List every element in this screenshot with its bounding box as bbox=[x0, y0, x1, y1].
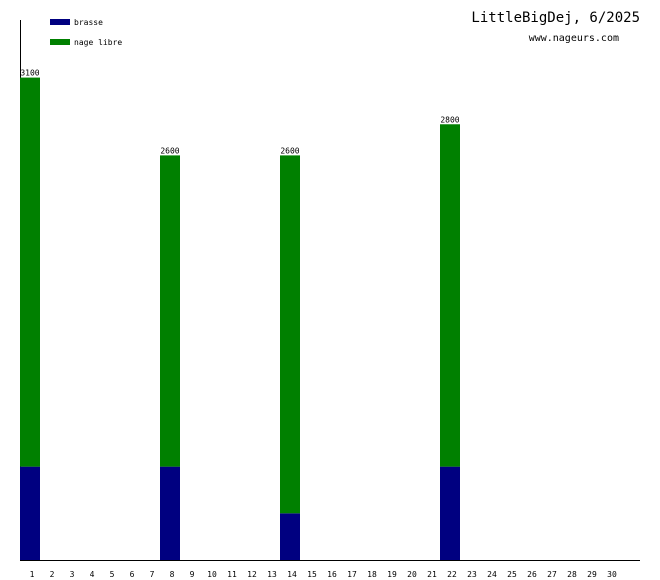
x-tick-label: 19 bbox=[387, 570, 397, 579]
x-tick-label: 22 bbox=[447, 570, 457, 579]
x-tick-label: 10 bbox=[207, 570, 217, 579]
x-tick-label: 29 bbox=[587, 570, 597, 579]
x-tick-label: 3 bbox=[70, 570, 75, 579]
x-tick-label: 9 bbox=[190, 570, 195, 579]
bar-segment bbox=[20, 466, 40, 560]
x-tick-label: 21 bbox=[427, 570, 437, 579]
chart-title: LittleBigDej, 6/2025 bbox=[471, 10, 640, 26]
legend-swatch bbox=[50, 39, 70, 45]
legend-swatch bbox=[50, 19, 70, 25]
x-tick-label: 18 bbox=[367, 570, 377, 579]
x-tick-label: 6 bbox=[130, 570, 135, 579]
x-tick-label: 17 bbox=[347, 570, 357, 579]
chart-subtitle: www.nageurs.com bbox=[529, 33, 619, 44]
x-tick-label: 5 bbox=[110, 570, 115, 579]
x-tick-label: 24 bbox=[487, 570, 497, 579]
bar-segment bbox=[20, 77, 40, 467]
legend-label: nage libre bbox=[74, 38, 122, 47]
bar-segment bbox=[160, 466, 180, 560]
bar-segment bbox=[440, 466, 460, 560]
x-tick-label: 26 bbox=[527, 570, 537, 579]
bar-segment bbox=[280, 155, 300, 514]
x-tick-label: 4 bbox=[90, 570, 95, 579]
total-label: 2600 bbox=[160, 146, 179, 155]
x-tick-label: 28 bbox=[567, 570, 577, 579]
x-tick-label: 11 bbox=[227, 570, 237, 579]
x-tick-label: 1 bbox=[30, 570, 35, 579]
x-tick-label: 25 bbox=[507, 570, 517, 579]
x-tick-label: 13 bbox=[267, 570, 277, 579]
x-tick-label: 16 bbox=[327, 570, 337, 579]
total-label: 2800 bbox=[440, 115, 459, 124]
bar-segment bbox=[440, 124, 460, 467]
bar-segment bbox=[160, 155, 180, 467]
total-label: 3100 bbox=[20, 69, 39, 78]
legend-label: brasse bbox=[74, 18, 103, 27]
x-tick-label: 14 bbox=[287, 570, 297, 579]
x-tick-label: 8 bbox=[170, 570, 175, 579]
bar-segment bbox=[280, 513, 300, 560]
x-tick-label: 20 bbox=[407, 570, 417, 579]
x-tick-label: 2 bbox=[50, 570, 55, 579]
x-tick-label: 27 bbox=[547, 570, 557, 579]
x-tick-label: 7 bbox=[150, 570, 155, 579]
x-tick-label: 23 bbox=[467, 570, 477, 579]
x-tick-label: 15 bbox=[307, 570, 317, 579]
total-label: 2600 bbox=[280, 146, 299, 155]
x-tick-label: 12 bbox=[247, 570, 257, 579]
x-tick-label: 30 bbox=[607, 570, 617, 579]
